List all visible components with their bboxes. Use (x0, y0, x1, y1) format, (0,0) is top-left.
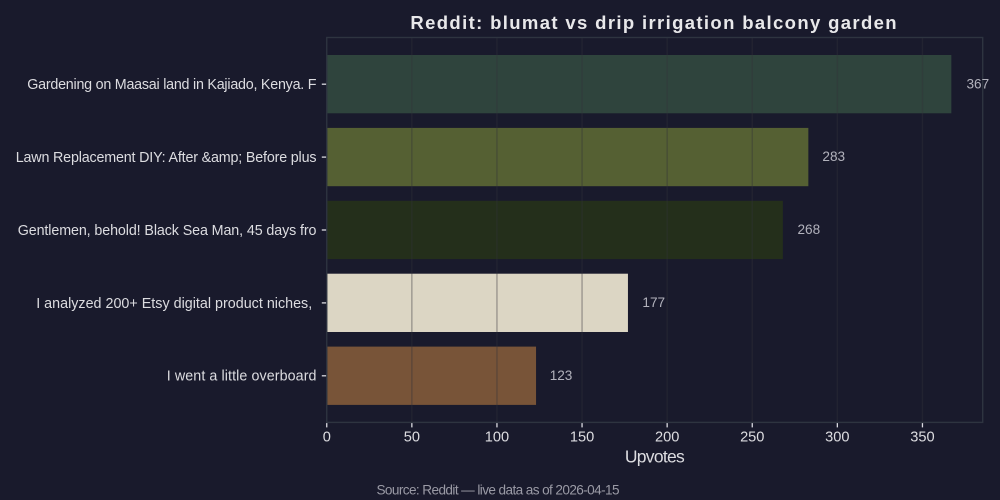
svg-text:283: 283 (822, 149, 845, 164)
svg-text:0: 0 (323, 430, 331, 446)
svg-text:200: 200 (655, 430, 679, 446)
svg-text:123: 123 (550, 368, 573, 383)
svg-text:100: 100 (485, 430, 509, 446)
svg-text:350: 350 (910, 430, 934, 446)
svg-text:177: 177 (642, 295, 665, 310)
svg-text:300: 300 (825, 430, 849, 446)
svg-text:Reddit: blumat vs drip irrigat: Reddit: blumat vs drip irrigation balcon… (410, 12, 896, 33)
svg-text:50: 50 (404, 430, 420, 446)
svg-text:I went a little overboard: I went a little overboard (167, 369, 317, 385)
svg-text:I analyzed 200+ Etsy digital p: I analyzed 200+ Etsy digital product nic… (36, 296, 312, 312)
svg-text:Upvotes: Upvotes (625, 447, 685, 467)
svg-text:Source: Reddit — live data as: Source: Reddit — live data as of 2026-04… (376, 483, 619, 498)
svg-text:Gardening on Maasai land in Ka: Gardening on Maasai land in Kajiado, Ken… (27, 77, 317, 93)
svg-text:250: 250 (740, 430, 764, 446)
svg-text:Lawn Replacement DIY: After &a: Lawn Replacement DIY: After &amp; Before… (16, 150, 317, 166)
svg-text:150: 150 (570, 430, 594, 446)
svg-text:367: 367 (967, 76, 990, 91)
svg-text:Gentlemen, behold! Black Sea M: Gentlemen, behold! Black Sea Man, 45 day… (18, 223, 317, 239)
svg-text:268: 268 (798, 222, 821, 237)
